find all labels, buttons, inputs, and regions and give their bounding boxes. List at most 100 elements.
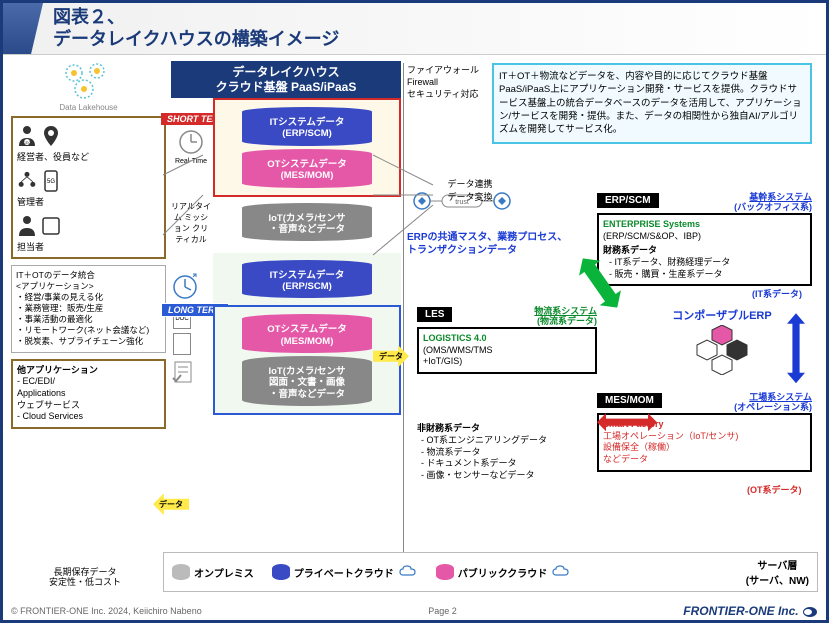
integration-items: ・経営/事業の見える化 ・業務管理：販売/生産 ・事業活動の最適化 ・リモートワ… [16, 292, 161, 347]
firewall-text: ファイアウォール Firewall セキュリティ対応 [407, 65, 479, 100]
mes-line2: 工場オペレーション（IoT/センサ) 設備保全（稼働） などデータ [603, 431, 806, 466]
title-line2: データレイクハウスの構築イメージ [53, 29, 826, 51]
onprem-icon [172, 564, 190, 580]
vertical-divider [403, 63, 404, 558]
short-term-stack: ITシステムデータ (ERP/SCM) OTシステムデータ (MES/MOM) [213, 98, 401, 197]
public-cloud-label: パブリッククラウド [458, 565, 548, 580]
realtime-label: Real-Time [171, 158, 211, 165]
erp-box: ERP/SCM 基幹系システム(バックオフィス系) ENTERPRISE Sys… [597, 193, 812, 286]
staff-icon [17, 214, 37, 238]
onprem-label: オンプレミス [194, 565, 254, 580]
nonfin-box: 非財務系データ - OT系エンジニアリングデータ - 物流系データ - ドキュメ… [417, 423, 547, 481]
center-column: データレイクハウス クラウド基盤 PaaS/iPaaS SHORT TERM R… [171, 61, 401, 419]
svg-text:CEO: CEO [23, 140, 32, 145]
les-sub2: (物流系データ) [537, 316, 597, 326]
public-cloud-item: パブリッククラウド [436, 564, 572, 580]
data-link-area: trust データ連携 データ変換 [407, 181, 527, 223]
user-label-staff: 担当者 [17, 240, 160, 253]
paas-header: データレイクハウス クラウド基盤 PaaS/iPaaS [171, 61, 401, 98]
les-green: LOGISTICS 4.0 [423, 333, 591, 345]
les-body: LOGISTICS 4.0 (OMS/WMS/TMS +IoT/GIS) [417, 327, 597, 374]
mission-label: リアルタイム ミッション クリティカル [171, 201, 211, 245]
user-row-mgr: 5G [17, 169, 160, 193]
user-row-exec: CEO [17, 124, 160, 148]
footer: © FRONTIER-ONE Inc. 2024, Keiichiro Nabe… [11, 604, 818, 618]
les-tag: LES [417, 307, 452, 322]
phone-icon: 5G [41, 169, 61, 193]
ot-cylinder-long: OTシステムデータ (MES/MOM) [242, 314, 372, 353]
users-box: CEO 経営者、役員など 5G 管理者 担当者 [11, 116, 166, 259]
content-area: Data Lakehouse CEO 経営者、役員など 5G 管理者 担当者 [3, 55, 826, 610]
data-lakehouse-icon [59, 61, 119, 101]
left-column: Data Lakehouse CEO 経営者、役員など 5G 管理者 担当者 [11, 61, 166, 429]
data-lakehouse-label: Data Lakehouse [11, 103, 166, 112]
tablet-icon [41, 214, 61, 238]
description-text: IT＋OT＋物流などデータを、内容や目的に応じてクラウド基盤PaaS/iPaaS… [499, 71, 802, 135]
user-row-staff [17, 214, 160, 238]
server-layer-label: サーバ層 (サーバ、NW) [746, 557, 809, 587]
erp-sub2: (バックオフィス系) [734, 202, 812, 212]
les-sub1: 物流系システム [534, 306, 597, 316]
diagram-frame: 図表２、 データレイクハウスの構築イメージ Data Lakehouse CEO… [0, 0, 829, 623]
long-term-stack: OTシステムデータ (MES/MOM) IoT(カメラ/センサ 図面・文書・画像… [213, 305, 401, 415]
server-row: オンプレミス プライベートクラウド パブリッククラウド サーバ層 (サーバ、NW… [163, 552, 818, 592]
data-link-text: データ連携 データ変換 [435, 177, 505, 203]
nonfin-header: 非財務系データ [417, 423, 547, 435]
integration-box: IT＋OTのデータ統合 <アプリケーション> ・経営/事業の見える化 ・業務管理… [11, 265, 166, 352]
paas-title1: データレイクハウス [173, 65, 399, 79]
realtime-icon [177, 128, 205, 156]
description-box: IT＋OT＋物流などデータを、内容や目的に応じてクラウド基盤PaaS/iPaaS… [492, 63, 812, 143]
composable-icon [692, 325, 752, 375]
iot-cylinder-long: IoT(カメラ/センサ 図面・文書・画像 ・音声などデータ [242, 356, 372, 406]
private-cloud-label: プライベートクラウド [294, 565, 394, 580]
doc-icon-2 [173, 333, 191, 355]
cloud-icon-1 [398, 565, 418, 579]
erp-tag: ERP/SCM [597, 193, 659, 208]
other-apps-items: - EC/EDI/ Applications ウェブサービス - Cloud S… [17, 376, 160, 423]
other-apps-box: 他アプリケーション - EC/EDI/ Applications ウェブサービス… [11, 359, 166, 429]
it-cylinder-short: ITシステムデータ (ERP/SCM) [242, 107, 372, 146]
cloud-icon-2 [551, 565, 571, 579]
user-label-mgr: 管理者 [17, 195, 160, 208]
les-box: LES 物流系システム(物流系データ) LOGISTICS 4.0 (OMS/W… [417, 307, 597, 374]
copyright: © FRONTIER-ONE Inc. 2024, Keiichiro Nabe… [11, 606, 202, 616]
mes-box: MES/MOM 工場系システム(オペレーション系) Smart Factory … [597, 393, 812, 472]
title-bar: 図表２、 データレイクハウスの構築イメージ [3, 3, 826, 55]
it-data-label: (IT系データ) [752, 287, 802, 300]
exec-icon: CEO [17, 124, 37, 148]
erp-sub1: 基幹系システム [749, 192, 812, 202]
clock-icon [171, 273, 199, 301]
integration-header: IT＋OTのデータ統合 <アプリケーション> [16, 270, 161, 292]
private-cloud-icon [272, 564, 290, 580]
other-apps-title: 他アプリケーション [17, 365, 160, 377]
public-cloud-icon [436, 564, 454, 580]
composable-label: コンポーザブルERP [652, 307, 792, 323]
page-number: Page 2 [428, 606, 457, 616]
erp-fin-header: 財務系データ [603, 245, 806, 257]
it-cylinder-long: ITシステムデータ (ERP/SCM) [242, 260, 372, 299]
erp-fin-items: - IT系データ、財務経理データ - 販売・購買・生産系データ [603, 257, 806, 280]
paas-title2: クラウド基盤 PaaS/iPaaS [173, 80, 399, 94]
onprem-item: オンプレミス [172, 564, 254, 580]
pin-icon [41, 124, 61, 148]
nonfin-items: - OT系エンジニアリングデータ - 物流系データ - ドキュメント系データ -… [417, 435, 547, 482]
org-icon [17, 169, 37, 193]
mes-sub2: (オペレーション系) [734, 402, 812, 412]
ot-cylinder-short: OTシステムデータ (MES/MOM) [242, 149, 372, 188]
composable-erp: コンポーザブルERP [652, 307, 792, 380]
ot-data-label: (OT系データ) [747, 483, 802, 496]
mes-tag: MES/MOM [597, 393, 662, 408]
footer-logo: FRONTIER-ONE Inc. [683, 604, 818, 618]
erp-line2: (ERP/SCM/S&OP、IBP) [603, 231, 806, 243]
erp-common-text: ERPの共通マスタ、業務プロセス、 トランザクションデータ [407, 231, 567, 257]
erp-body: ENTERPRISE Systems (ERP/SCM/S&OP、IBP) 財務… [597, 213, 812, 286]
erp-green: ENTERPRISE Systems [603, 219, 806, 231]
les-line2: (OMS/WMS/TMS +IoT/GIS) [423, 345, 591, 368]
storage-label: 長期保存データ 安定性・低コスト [15, 567, 155, 589]
private-cloud-item: プライベートクラウド [272, 564, 418, 580]
mes-sub1: 工場系システム [749, 392, 812, 402]
checklist-icon [171, 360, 195, 384]
iot-cylinder-short: IoT(カメラ/センサ ・音声などデータ [242, 203, 372, 242]
svg-text:5G: 5G [47, 179, 55, 185]
title-line1: 図表２、 [53, 7, 826, 29]
